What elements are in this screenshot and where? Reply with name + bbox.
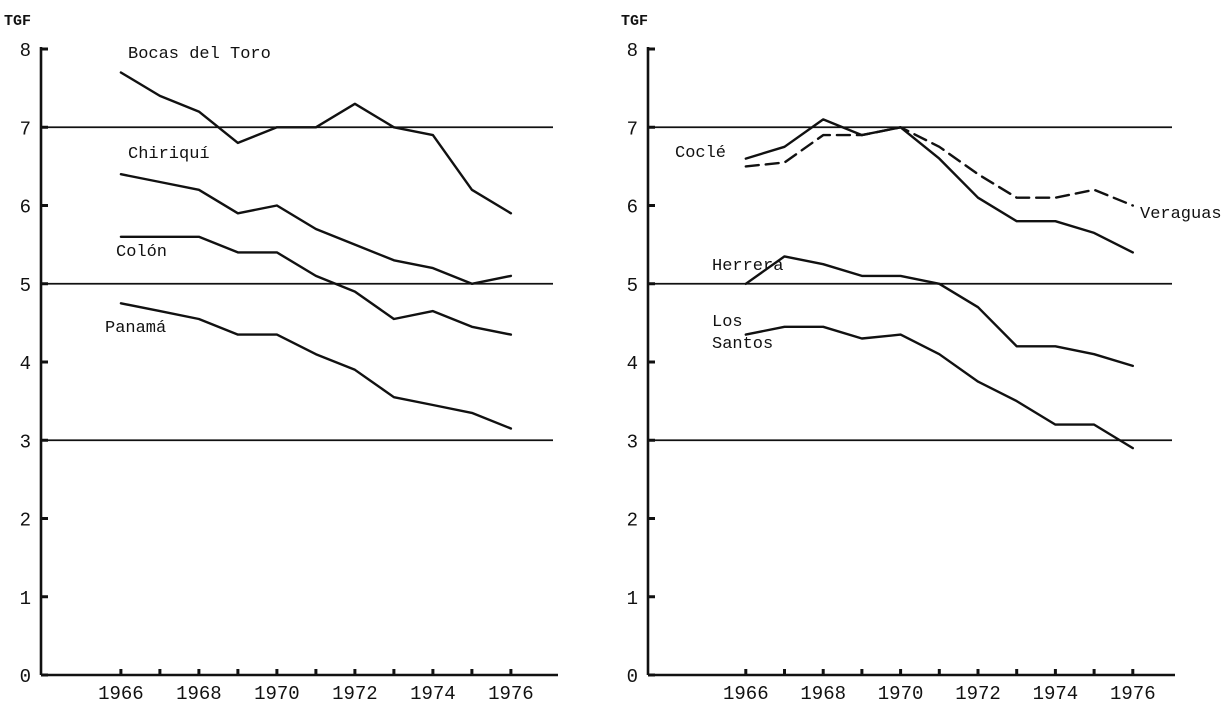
right-y-tick-label: 1 bbox=[627, 588, 638, 610]
right-x-tick-label: 1970 bbox=[878, 683, 924, 704]
series-line-colon bbox=[119, 235, 513, 336]
left-y-tick-label: 1 bbox=[20, 588, 31, 610]
right-x-tick-label: 1968 bbox=[800, 683, 846, 704]
series-label-chiriqui: Chiriquí bbox=[128, 145, 210, 164]
series-label-los-santos: Los Santos bbox=[712, 313, 773, 354]
left-y-tick-label: 6 bbox=[20, 197, 31, 219]
left-x-tick-label: 1966 bbox=[98, 683, 144, 704]
left-y-axis-label: TGF bbox=[4, 13, 31, 30]
series-label-panama: Panamá bbox=[105, 319, 166, 338]
left-y-tick-label: 4 bbox=[20, 353, 31, 375]
right-y-tick-label: 5 bbox=[627, 275, 638, 297]
series-label-bocas-del-toro: Bocas del Toro bbox=[128, 45, 271, 64]
left-y-tick-label: 0 bbox=[20, 666, 31, 688]
right-y-tick-label: 2 bbox=[627, 510, 638, 532]
series-line-los-santos bbox=[744, 325, 1134, 450]
right-y-tick-label: 6 bbox=[627, 197, 638, 219]
series-line-chiriqui bbox=[119, 172, 513, 285]
left-y-tick-label: 2 bbox=[20, 510, 31, 532]
left-y-tick-label: 3 bbox=[20, 431, 31, 453]
series-label-herrera: Herrera bbox=[712, 257, 783, 276]
series-line-herrera bbox=[744, 255, 1134, 368]
right-y-tick-label: 0 bbox=[627, 666, 638, 688]
series-label-colon: Colón bbox=[116, 243, 167, 262]
right-y-tick-label: 7 bbox=[627, 118, 638, 140]
left-y-tick-label: 7 bbox=[20, 118, 31, 140]
right-chart-svg: TGF 0 1 2 3 4 5 6 7 8 1966 1968 1970 1972 1974 1976 Cocl… bbox=[621, 13, 1222, 704]
left-x-tick-label: 1970 bbox=[254, 683, 300, 704]
left-x-tick-label: 1974 bbox=[410, 683, 456, 704]
series-line-bocas-del-toro bbox=[119, 71, 513, 215]
left-chart: TGF 0 1 2 3 4 5 6 7 8 1966 1968 1970 1972 1974 1976 Boca… bbox=[0, 0, 613, 704]
right-x-tick-label: 1966 bbox=[723, 683, 769, 704]
right-chart: TGF 0 1 2 3 4 5 6 7 8 1966 1968 1970 1972 1974 1976 Cocl… bbox=[614, 0, 1227, 704]
left-chart-svg: TGF 0 1 2 3 4 5 6 7 8 1966 1968 1970 1972 1974 1976 Boca… bbox=[4, 13, 558, 704]
right-y-axis-label: TGF bbox=[621, 13, 648, 30]
series-label-veraguas: Veraguas bbox=[1140, 205, 1222, 224]
left-x-tick-label: 1972 bbox=[332, 683, 378, 704]
series-line-veraguas bbox=[744, 126, 1134, 207]
right-y-tick-label: 8 bbox=[627, 40, 638, 62]
left-x-tick-label: 1976 bbox=[488, 683, 534, 704]
right-x-tick-label: 1974 bbox=[1033, 683, 1079, 704]
right-x-tick-label: 1972 bbox=[955, 683, 1001, 704]
left-y-tick-label: 8 bbox=[20, 40, 31, 62]
series-line-cocle bbox=[744, 118, 1134, 254]
series-label-cocle: Coclé bbox=[675, 144, 726, 163]
right-x-tick-label: 1976 bbox=[1110, 683, 1156, 704]
right-y-tick-label: 4 bbox=[627, 353, 638, 375]
left-x-tick-label: 1968 bbox=[176, 683, 222, 704]
left-y-tick-label: 5 bbox=[20, 275, 31, 297]
series-line-panama bbox=[119, 302, 513, 430]
right-y-tick-label: 3 bbox=[627, 431, 638, 453]
